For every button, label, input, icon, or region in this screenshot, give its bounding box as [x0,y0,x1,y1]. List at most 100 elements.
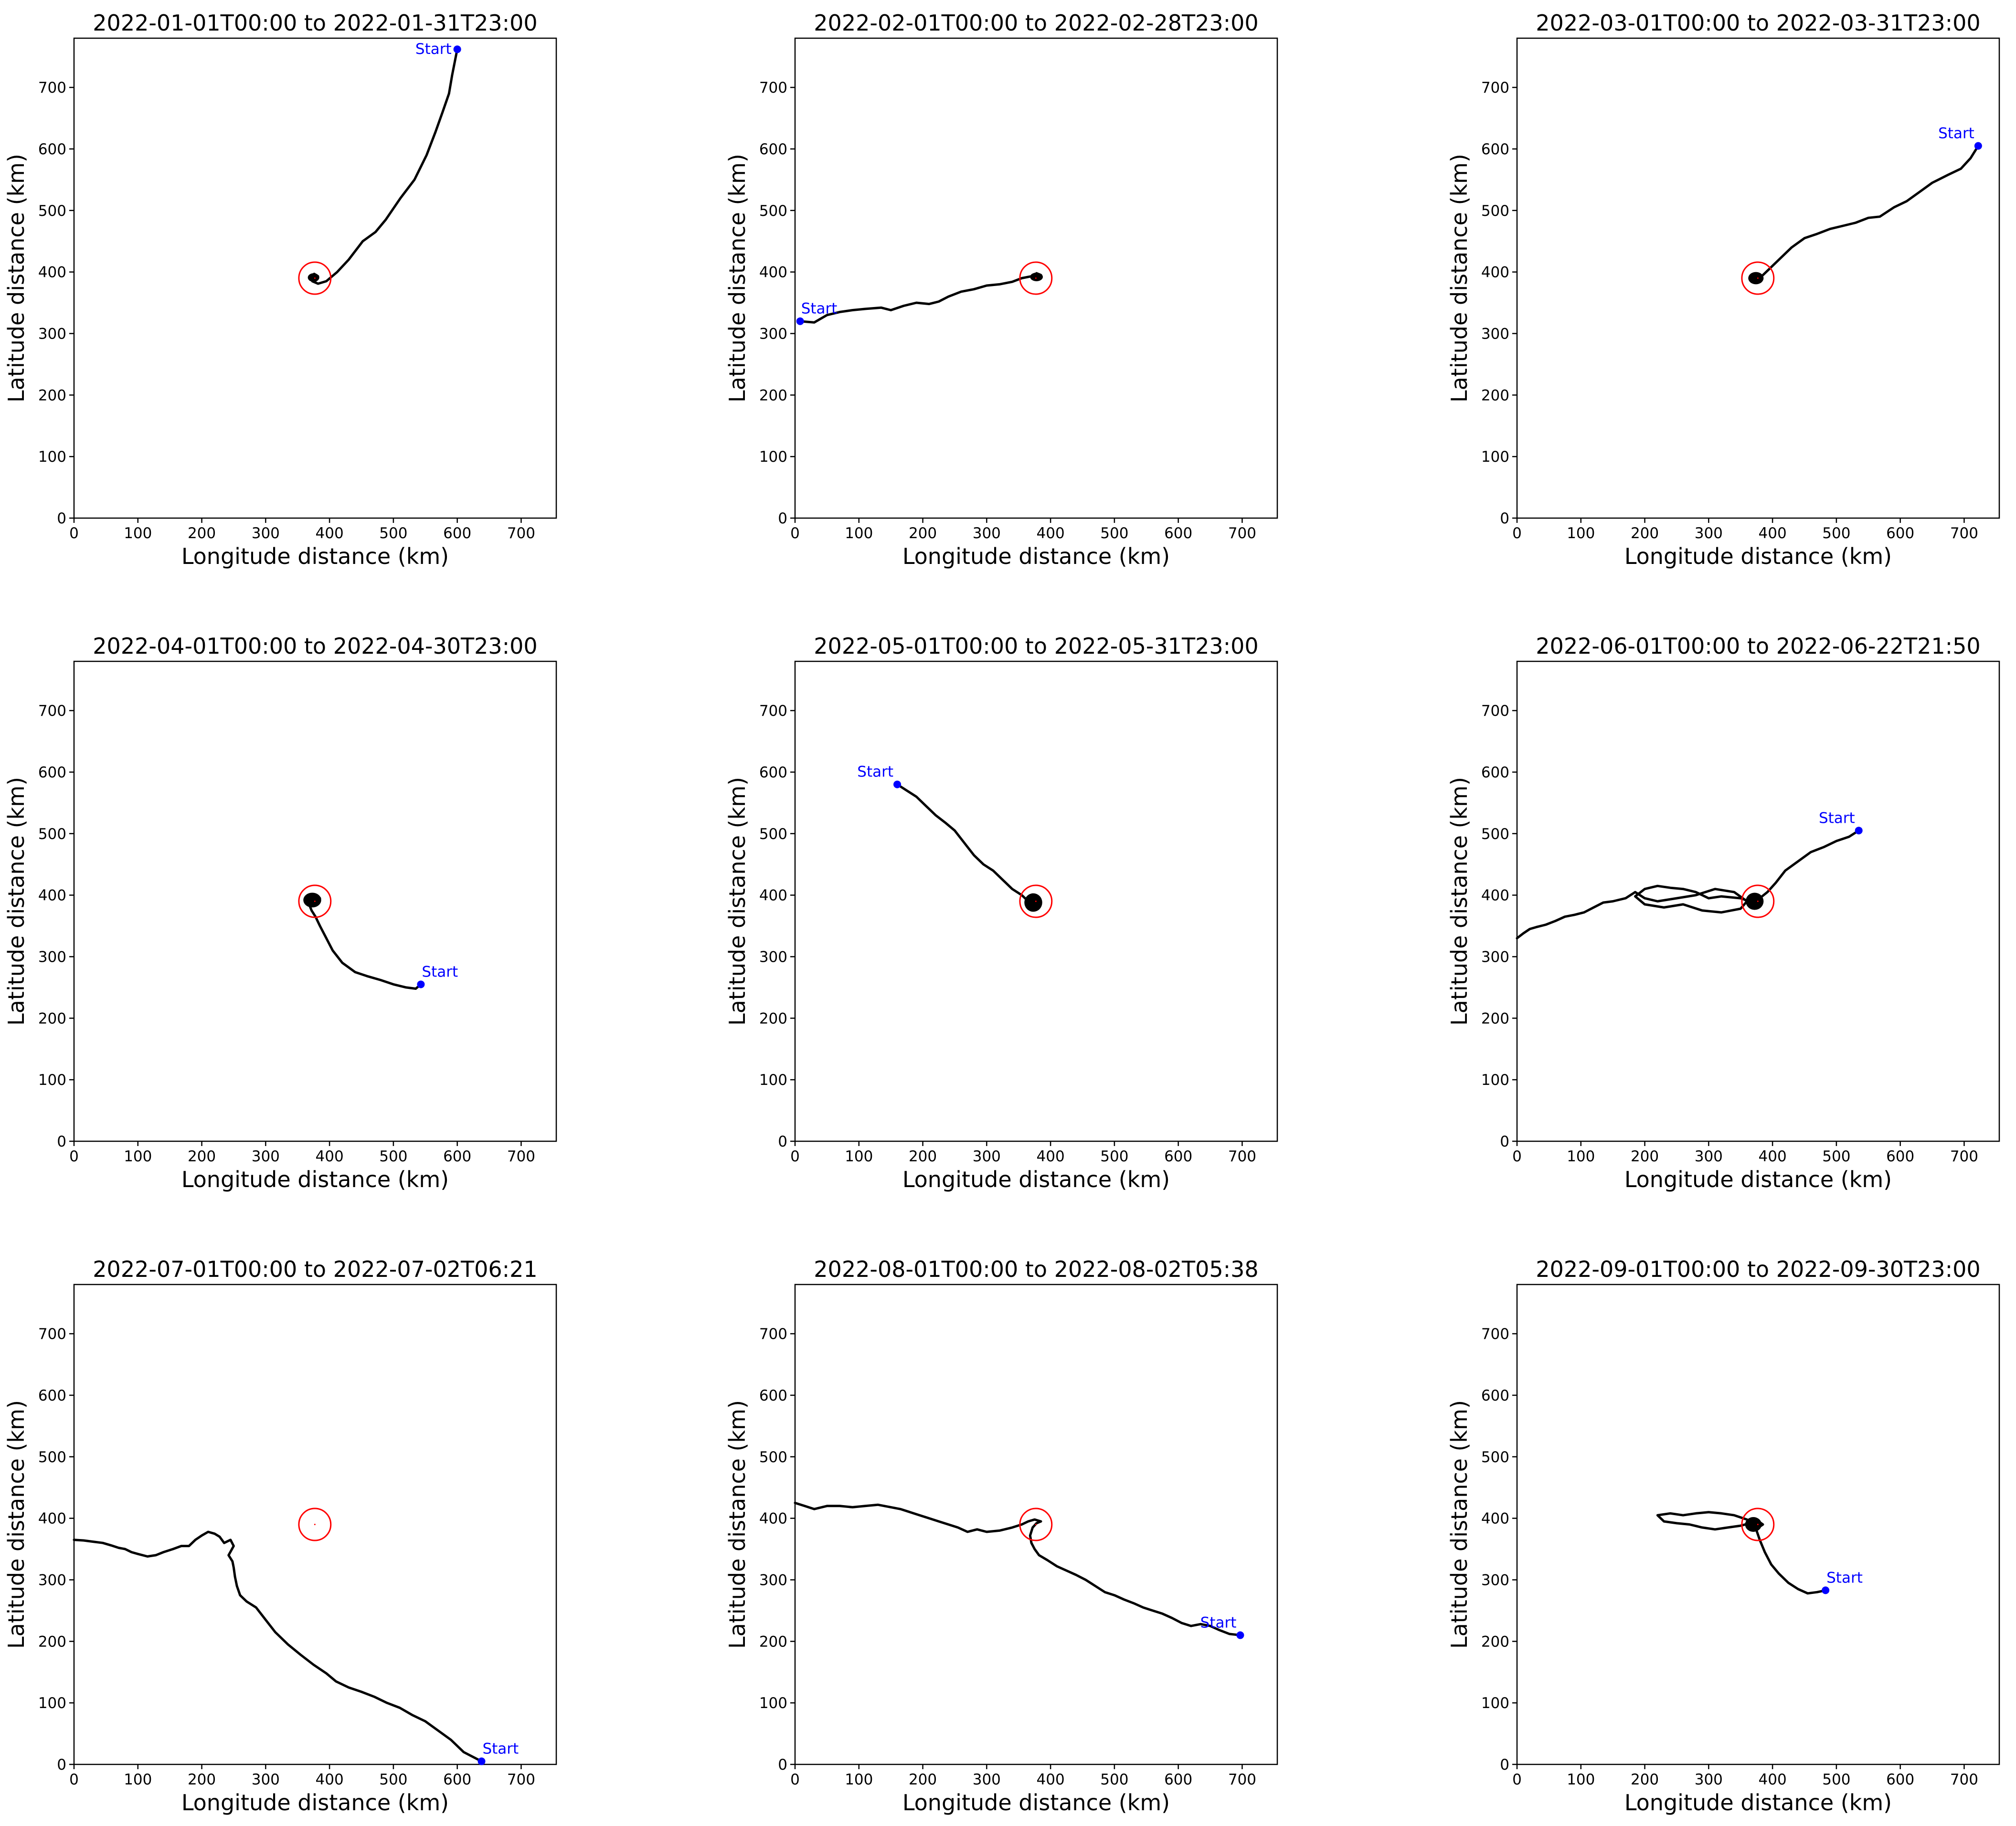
target-center-dot [314,277,316,279]
x-tick-label: 100 [845,525,873,542]
trajectory-cluster [1745,1517,1762,1532]
start-label: Start [1938,125,1974,142]
y-tick-label: 700 [38,1326,66,1343]
x-tick-label: 200 [909,1148,937,1165]
x-tick-label: 700 [1228,1771,1256,1788]
y-tick-label: 500 [1481,202,1509,220]
target-center-dot [1035,277,1037,279]
subplot-3: 2022-03-01T00:00 to 2022-03-31T23:00 0 100… [1446,10,2000,569]
y-tick-label: 600 [759,1387,787,1404]
y-tick-label: 100 [1481,448,1509,466]
start-label: Start [1200,1614,1237,1631]
x-tick-label: 0 [1512,1148,1522,1165]
y-axis-label: Latitude distance (km) [1446,154,1472,403]
target-circle [1019,1508,1053,1541]
y-tick-label: 500 [759,202,787,220]
subplot-6: 2022-06-01T00:00 to 2022-06-22T21:50 0 100… [1446,633,2000,1192]
y-tick-label: 400 [759,264,787,281]
trajectory-cluster [1024,893,1042,912]
x-tick-label: 700 [1228,525,1256,542]
x-tick-label: 400 [1759,1771,1787,1788]
x-axis-label: Longitude distance (km) [902,543,1170,569]
x-tick-label: 500 [1822,525,1850,542]
start-marker [453,45,461,53]
x-axis-label: Longitude distance (km) [181,1790,449,1815]
y-tick-label: 300 [759,948,787,966]
x-tick-label: 500 [1822,1148,1850,1165]
x-tick-label: 300 [973,1771,1001,1788]
x-tick-label: 400 [1759,1148,1787,1165]
y-tick-label: 100 [38,1072,66,1089]
subplot-8: 2022-08-01T00:00 to 2022-08-02T05:38 0 100… [724,1256,1278,1815]
y-tick-label: 0 [1500,510,1509,527]
y-tick-label: 600 [1481,764,1509,781]
start-label: Start [1819,809,1855,827]
x-tick-label: 400 [1759,525,1787,542]
y-tick-label: 700 [759,702,787,720]
trajectory-line [1751,145,1980,283]
subplot-title: 2022-01-01T00:00 to 2022-01-31T23:00 [93,10,537,36]
x-axis-label: Longitude distance (km) [1624,1167,1892,1192]
y-axis-label: Latitude distance (km) [1446,1400,1472,1649]
trajectory-cluster [1748,272,1764,285]
y-axis-label: Latitude distance (km) [3,1400,29,1649]
x-tick-label: 300 [973,1148,1001,1165]
y-tick-label: 300 [38,325,66,342]
plot-frame [794,1284,1278,1765]
y-tick-label: 500 [38,826,66,843]
x-tick-label: 400 [316,1148,344,1165]
subplot-2: 2022-02-01T00:00 to 2022-02-28T23:00 0 100… [724,10,1278,569]
y-tick-label: 400 [38,887,66,904]
y-tick-label: 0 [57,1756,66,1773]
y-tick-label: 0 [1500,1133,1509,1150]
y-tick-label: 200 [1481,1633,1509,1650]
target-center-dot [314,1524,316,1525]
y-tick-label: 100 [759,1072,787,1089]
y-tick-label: 300 [1481,948,1509,966]
x-tick-label: 500 [1100,1148,1128,1165]
x-tick-label: 100 [124,1148,152,1165]
x-tick-label: 100 [1567,1148,1595,1165]
subplot-title: 2022-05-01T00:00 to 2022-05-31T23:00 [814,633,1258,659]
x-tick-label: 500 [1100,525,1128,542]
x-axis-label: Longitude distance (km) [1624,1790,1892,1815]
x-tick-label: 300 [252,1148,280,1165]
start-marker [796,317,804,325]
target-center-dot [1757,277,1759,279]
y-tick-label: 100 [1481,1072,1509,1089]
subplot-title: 2022-08-01T00:00 to 2022-08-02T05:38 [814,1256,1258,1282]
x-tick-label: 500 [1822,1771,1850,1788]
y-axis-label: Latitude distance (km) [724,154,750,403]
y-axis-label: Latitude distance (km) [3,777,29,1026]
subplot-title: 2022-09-01T00:00 to 2022-09-30T23:00 [1536,1256,1980,1282]
y-tick-label: 0 [778,510,787,527]
target-circle [1741,884,1775,918]
x-tick-label: 100 [124,525,152,542]
x-tick-label: 300 [1695,1148,1723,1165]
x-tick-label: 200 [909,1771,937,1788]
y-tick-label: 0 [57,1133,66,1150]
x-axis-label: Longitude distance (km) [1624,543,1892,569]
x-tick-label: 600 [1164,1148,1192,1165]
y-tick-label: 600 [759,764,787,781]
y-tick-label: 700 [38,79,66,96]
y-tick-label: 500 [759,1449,787,1466]
subplot-4: 2022-04-01T00:00 to 2022-04-30T23:00 0 100… [3,633,557,1192]
x-tick-label: 600 [1886,1148,1914,1165]
target-circle [298,261,332,295]
x-tick-label: 0 [69,1771,79,1788]
y-tick-label: 700 [38,702,66,720]
y-tick-label: 600 [38,141,66,158]
start-marker [1974,142,1982,150]
x-tick-label: 0 [69,1148,79,1165]
subplot-5: 2022-05-01T00:00 to 2022-05-31T23:00 0 100… [724,633,1278,1192]
start-label: Start [857,764,893,781]
start-marker [1855,827,1863,835]
subplot-title: 2022-02-01T00:00 to 2022-02-28T23:00 [814,10,1258,36]
target-center-dot [1035,1524,1037,1525]
x-tick-label: 700 [507,1148,535,1165]
y-tick-label: 200 [1481,387,1509,404]
trajectory-line [73,1530,483,1763]
x-tick-label: 400 [1037,525,1065,542]
x-axis-label: Longitude distance (km) [181,1167,449,1192]
